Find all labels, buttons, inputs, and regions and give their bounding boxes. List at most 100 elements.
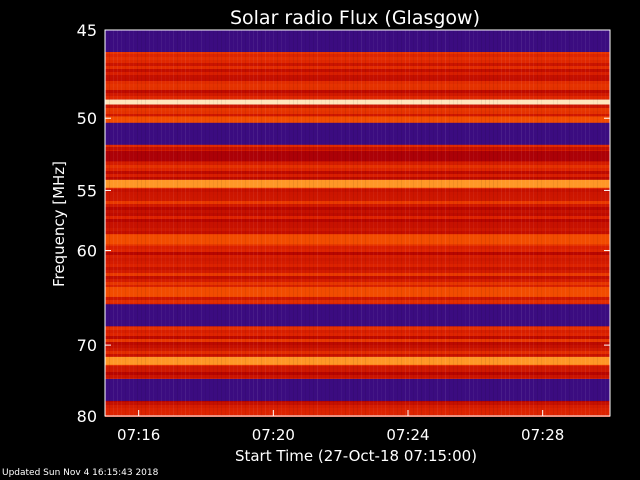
spectrogram-row bbox=[105, 219, 610, 222]
spectrogram-row bbox=[105, 105, 610, 108]
spectrogram-row bbox=[105, 144, 610, 147]
spectrogram-column bbox=[181, 30, 182, 416]
spectrogram-row bbox=[105, 207, 610, 210]
frequency-band bbox=[105, 179, 610, 188]
spectrogram-column bbox=[433, 30, 434, 416]
spectrogram-row bbox=[105, 165, 610, 168]
spectrogram-row bbox=[105, 366, 610, 369]
spectrogram-row bbox=[105, 222, 610, 225]
spectrogram-column bbox=[249, 30, 250, 416]
spectrogram-row bbox=[105, 408, 610, 411]
frequency-band bbox=[105, 30, 610, 52]
spectrogram-row bbox=[105, 339, 610, 342]
spectrogram-column bbox=[221, 30, 222, 416]
spectrogram-column bbox=[205, 30, 206, 416]
spectrogram-row bbox=[105, 162, 610, 165]
spectrogram-column bbox=[337, 30, 338, 416]
frequency-band bbox=[105, 378, 610, 401]
spectrogram-row bbox=[105, 372, 610, 375]
spectrogram-column bbox=[161, 30, 162, 416]
spectrogram-column bbox=[237, 30, 238, 416]
spectrogram-column bbox=[489, 30, 490, 416]
spectrogram-column bbox=[473, 30, 474, 416]
spectrogram-row bbox=[105, 243, 610, 246]
spectrogram-row bbox=[105, 57, 610, 60]
spectrogram-row bbox=[105, 255, 610, 258]
spectrogram-row bbox=[105, 93, 610, 96]
spectrogram-row bbox=[105, 168, 610, 171]
spectrogram-column bbox=[585, 30, 586, 416]
spectrogram-column bbox=[405, 30, 406, 416]
spectrogram-column bbox=[297, 30, 298, 416]
spectrogram-column bbox=[465, 30, 466, 416]
spectrogram-column bbox=[229, 30, 230, 416]
spectrogram-column bbox=[517, 30, 518, 416]
spectrogram-row bbox=[105, 270, 610, 273]
spectrogram-row bbox=[105, 198, 610, 201]
spectrogram-column bbox=[301, 30, 302, 416]
spectrogram-row bbox=[105, 171, 610, 174]
spectrogram-row bbox=[105, 96, 610, 99]
x-axis-label: Start Time (27-Oct-18 07:15:00) bbox=[235, 447, 477, 465]
spectrogram-column bbox=[125, 30, 126, 416]
spectrogram-column bbox=[457, 30, 458, 416]
spectrogram-column bbox=[485, 30, 486, 416]
spectrogram-row bbox=[105, 249, 610, 252]
spectrogram-row bbox=[105, 411, 610, 414]
spectrogram-column bbox=[213, 30, 214, 416]
updated-timestamp: Updated Sun Nov 4 16:15:43 2018 bbox=[2, 468, 159, 478]
spectrogram-row bbox=[105, 297, 610, 300]
spectrogram-row bbox=[105, 369, 610, 372]
spectrogram-column bbox=[377, 30, 378, 416]
spectrogram-row bbox=[105, 330, 610, 333]
spectrogram-row bbox=[105, 147, 610, 150]
spectrogram-column bbox=[265, 30, 266, 416]
spectrogram-column bbox=[289, 30, 290, 416]
spectrogram-column bbox=[177, 30, 178, 416]
spectrogram-column bbox=[369, 30, 370, 416]
spectrogram-row bbox=[105, 63, 610, 66]
spectrogram-column bbox=[365, 30, 366, 416]
spectrogram-column bbox=[241, 30, 242, 416]
spectrogram-column bbox=[381, 30, 382, 416]
spectrogram-row bbox=[105, 261, 610, 264]
spectrogram-column bbox=[417, 30, 418, 416]
spectrogram-column bbox=[217, 30, 218, 416]
spectrogram-row bbox=[105, 405, 610, 408]
y-tick-label: 80 bbox=[77, 407, 97, 426]
spectrogram-column bbox=[305, 30, 306, 416]
spectrogram-row bbox=[105, 216, 610, 219]
spectrogram-column bbox=[437, 30, 438, 416]
spectrogram-column bbox=[329, 30, 330, 416]
spectrogram-row bbox=[105, 231, 610, 234]
spectrogram-column bbox=[277, 30, 278, 416]
spectrogram-column bbox=[421, 30, 422, 416]
spectrogram-row bbox=[105, 354, 610, 357]
spectrogram-column bbox=[497, 30, 498, 416]
x-tick-label: 07:28 bbox=[521, 426, 564, 444]
spectrogram-column bbox=[521, 30, 522, 416]
frequency-band bbox=[105, 151, 610, 162]
spectrogram-row bbox=[105, 177, 610, 180]
spectrogram-column bbox=[201, 30, 202, 416]
spectrogram-column bbox=[133, 30, 134, 416]
spectrogram-column bbox=[549, 30, 550, 416]
spectrogram-row bbox=[105, 333, 610, 336]
spectrogram-column bbox=[189, 30, 190, 416]
y-tick-label: 45 bbox=[77, 21, 97, 40]
y-tick-label: 70 bbox=[77, 336, 97, 355]
spectrogram-row bbox=[105, 66, 610, 69]
spectrogram-column bbox=[397, 30, 398, 416]
spectrogram-column bbox=[481, 30, 482, 416]
spectrogram-column bbox=[577, 30, 578, 416]
spectrogram-column bbox=[317, 30, 318, 416]
spectrogram-row bbox=[105, 195, 610, 198]
spectrogram-column bbox=[569, 30, 570, 416]
spectrogram-row bbox=[105, 189, 610, 192]
spectrogram-row bbox=[105, 78, 610, 81]
spectrogram-row bbox=[105, 276, 610, 279]
spectrogram-column bbox=[509, 30, 510, 416]
spectrogram-row bbox=[105, 300, 610, 303]
spectrogram-column bbox=[565, 30, 566, 416]
spectrogram-column bbox=[269, 30, 270, 416]
